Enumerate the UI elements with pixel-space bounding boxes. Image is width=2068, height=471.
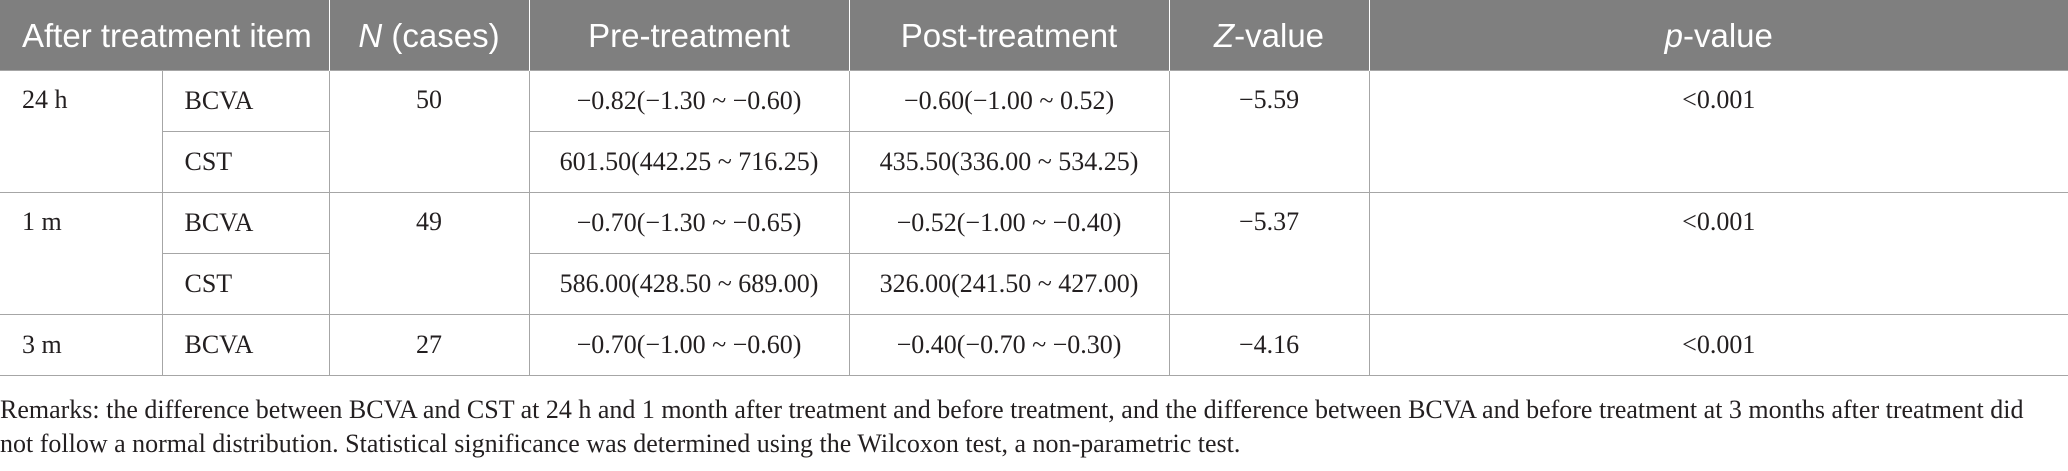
post-cell: −0.40(−0.70 ~ −0.30) [848,314,1170,376]
post-cell: −0.52(−1.00 ~ −0.40) [848,192,1170,254]
table-row: 24 h BCVA 50 −0.82(−1.30 ~ −0.60) −0.60(… [0,70,2068,193]
table-row: CST 586.00(428.50 ~ 689.00) 326.00(241.5… [0,253,2068,315]
n-cell: 50 [328,70,530,193]
header-p-suffix: -value [1683,16,1773,54]
z-cell: −4.16 [1168,314,1370,376]
header-z-suffix: -value [1234,16,1325,54]
table-row: 3 m BCVA 27 −0.70(−1.00 ~ −0.60) −0.40(−… [0,314,2068,376]
header-n-symbol: N [358,16,383,54]
z-cell: −5.37 [1168,192,1370,315]
header-p-symbol: p [1664,16,1683,54]
header-post: Post-treatment [849,0,1170,71]
header-item: After treatment item [0,0,330,71]
time-cell: 3 m [0,314,163,376]
measure-cell: CST [162,131,330,193]
header-z-symbol: Z [1213,16,1235,54]
post-cell: −0.60(−1.00 ~ 0.52) [848,70,1170,132]
measure-cell: BCVA [161,192,330,254]
measure-cell: BCVA [161,70,330,132]
table-row: 1 m BCVA 49 −0.70(−1.30 ~ −0.65) −0.52(−… [0,192,2068,315]
results-table: After treatment item N (cases) Pre-treat… [0,0,2068,376]
n-cell: 49 [328,192,530,315]
p-cell: <0.001 [1368,192,2068,315]
time-cell: 1 m [0,192,163,315]
measure-cell: CST [162,253,330,315]
n-cell: 27 [328,314,530,376]
z-cell: −5.59 [1168,70,1370,193]
table-row: CST 601.50(442.25 ~ 716.25) 435.50(336.0… [0,131,2068,193]
header-row: After treatment item N (cases) Pre-treat… [0,0,2068,71]
header-n: N (cases) [329,0,530,71]
header-p: p-value [1369,0,2068,71]
table-remarks: Remarks: the difference between BCVA and… [0,395,2024,458]
pre-cell: −0.70(−1.30 ~ −0.65) [528,192,850,254]
header-n-suffix: (cases) [382,16,500,54]
pre-cell: −0.82(−1.30 ~ −0.60) [528,70,850,132]
measure-cell: BCVA [161,314,330,376]
pre-cell: 586.00(428.50 ~ 689.00) [528,253,850,315]
post-cell: 435.50(336.00 ~ 534.25) [848,131,1170,193]
header-z: Z-value [1169,0,1370,71]
header-pre: Pre-treatment [529,0,850,71]
time-cell: 24 h [0,70,163,193]
pre-cell: 601.50(442.25 ~ 716.25) [528,131,850,193]
post-cell: 326.00(241.50 ~ 427.00) [848,253,1170,315]
p-cell: <0.001 [1368,70,2068,193]
p-cell: <0.001 [1368,314,2068,376]
pre-cell: −0.70(−1.00 ~ −0.60) [528,314,850,376]
